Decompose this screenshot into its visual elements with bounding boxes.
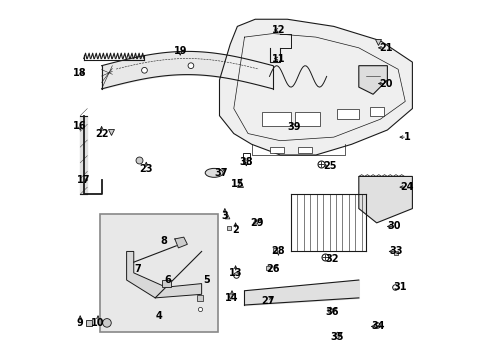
Polygon shape	[358, 66, 386, 94]
Bar	[162, 280, 171, 287]
Text: 36: 36	[325, 307, 338, 317]
Text: 33: 33	[389, 247, 402, 256]
Text: 7: 7	[134, 264, 141, 274]
Text: 15: 15	[230, 179, 244, 189]
FancyBboxPatch shape	[337, 109, 358, 119]
Text: 17: 17	[77, 175, 90, 185]
Text: 4: 4	[155, 311, 162, 321]
Text: 24: 24	[400, 182, 413, 192]
Polygon shape	[126, 251, 201, 298]
Text: 28: 28	[271, 247, 285, 256]
Text: 14: 14	[225, 293, 238, 303]
Text: 2: 2	[232, 225, 239, 235]
Circle shape	[142, 67, 147, 73]
FancyBboxPatch shape	[262, 112, 290, 126]
Text: 5: 5	[203, 275, 210, 285]
Text: 29: 29	[250, 218, 263, 228]
Text: 20: 20	[378, 78, 391, 89]
Text: 34: 34	[371, 321, 385, 332]
Text: 27: 27	[261, 296, 274, 306]
FancyBboxPatch shape	[369, 107, 383, 116]
Text: 22: 22	[95, 129, 108, 139]
Bar	[298, 147, 312, 153]
Text: 12: 12	[271, 25, 285, 35]
Text: 23: 23	[139, 164, 153, 174]
Text: 35: 35	[330, 332, 344, 342]
Ellipse shape	[205, 168, 223, 177]
Text: 32: 32	[325, 253, 338, 264]
Text: 10: 10	[91, 318, 104, 328]
Text: 18: 18	[73, 68, 87, 78]
Text: 9: 9	[77, 318, 83, 328]
Text: 8: 8	[161, 236, 167, 246]
Bar	[242, 153, 249, 164]
Circle shape	[188, 63, 193, 68]
Text: 21: 21	[378, 43, 391, 53]
Text: 31: 31	[392, 282, 406, 292]
Polygon shape	[175, 237, 187, 248]
Text: 6: 6	[164, 275, 171, 285]
Text: 26: 26	[266, 264, 279, 274]
Text: 11: 11	[271, 54, 285, 64]
Text: 3: 3	[221, 211, 228, 221]
Text: 25: 25	[323, 161, 336, 171]
Polygon shape	[219, 19, 411, 155]
Text: 19: 19	[173, 46, 186, 57]
FancyBboxPatch shape	[100, 214, 217, 332]
Text: 38: 38	[239, 157, 253, 167]
Text: 1: 1	[403, 132, 409, 142]
Text: 39: 39	[287, 122, 301, 132]
Bar	[269, 147, 283, 153]
Text: 13: 13	[228, 268, 242, 278]
Text: 30: 30	[387, 221, 401, 231]
Text: 37: 37	[214, 168, 227, 178]
Text: 16: 16	[73, 121, 87, 131]
FancyBboxPatch shape	[294, 112, 319, 126]
Circle shape	[102, 319, 111, 327]
Polygon shape	[358, 176, 411, 223]
